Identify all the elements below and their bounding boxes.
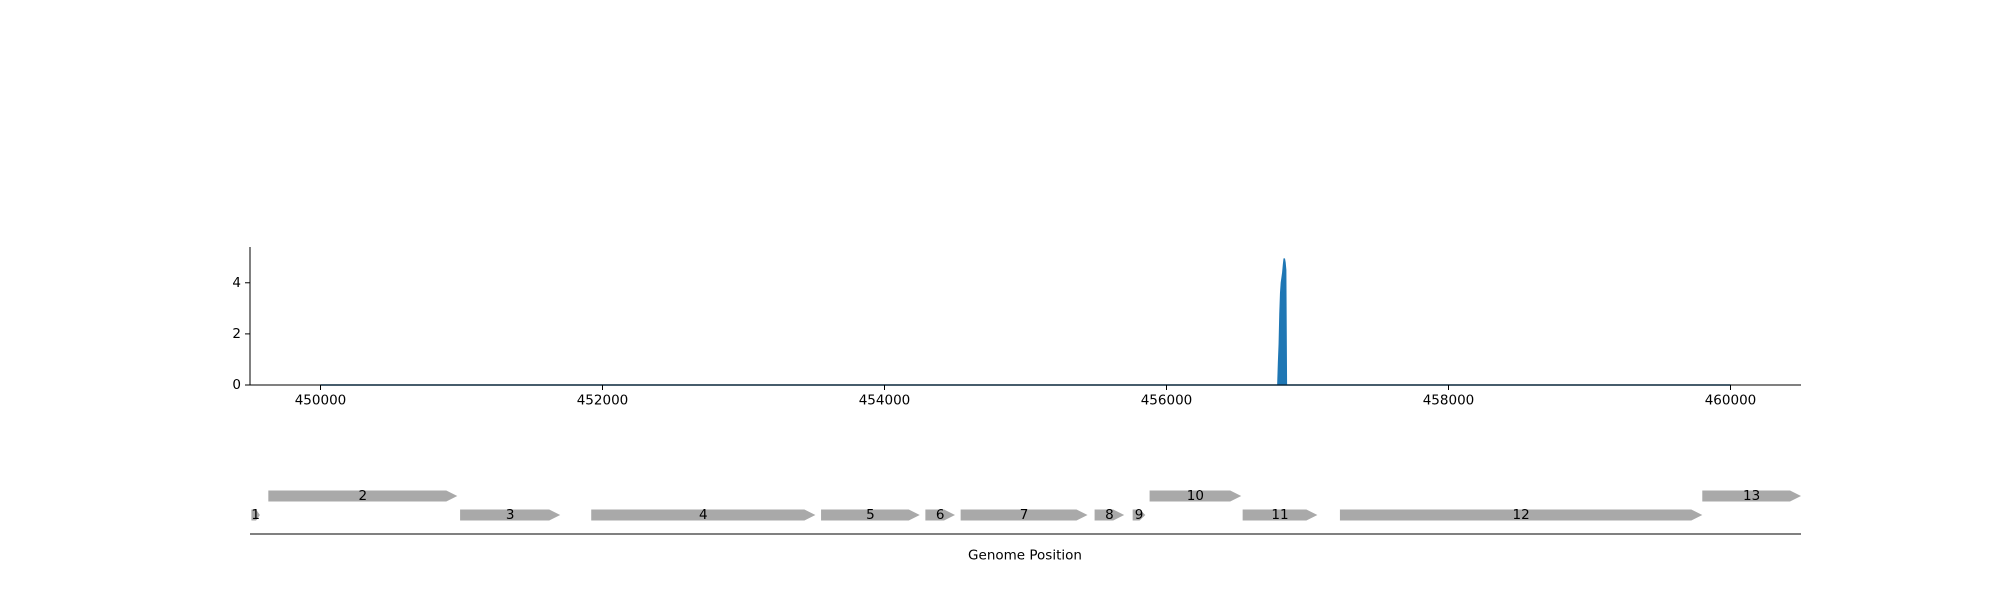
gene-label: 3 — [506, 507, 515, 523]
x-tick-label: 458000 — [1423, 393, 1475, 409]
gene-arrow — [1339, 509, 1703, 521]
gene-arrow — [925, 509, 955, 521]
x-ticks: 450000 452000 454000 456000 458000 460000 — [295, 385, 1757, 409]
gene-label: 1 — [251, 507, 260, 523]
gene-label: 6 — [936, 507, 945, 523]
y-tick-label: 2 — [232, 326, 241, 342]
gene-arrow — [591, 509, 816, 521]
y-tick-label: 4 — [232, 275, 241, 291]
coverage-area-layer — [320, 258, 1731, 386]
gene-label: 9 — [1135, 507, 1144, 523]
gene-label: 8 — [1105, 507, 1114, 523]
x-tick-label: 450000 — [295, 393, 347, 409]
gene-arrow — [251, 509, 260, 521]
gene-label: 11 — [1271, 507, 1288, 523]
gene-label: 5 — [866, 507, 875, 523]
gene-arrow — [460, 509, 561, 521]
gene-arrow — [1702, 490, 1801, 502]
x-axis-title: Genome Position — [968, 548, 1082, 564]
x-tick-label: 456000 — [1141, 393, 1193, 409]
gene-label: 2 — [359, 488, 368, 504]
gene-arrow — [1242, 509, 1318, 521]
gene-arrow — [821, 509, 920, 521]
coverage-panel: 0 2 4 450000 452000 454000 456000 458000 460000 — [232, 247, 1801, 409]
gene-label: 12 — [1513, 507, 1530, 523]
gene-label: 4 — [699, 507, 708, 523]
gene-arrow — [1094, 509, 1125, 521]
gene-arrow — [268, 490, 458, 502]
gene-arrow — [960, 509, 1088, 521]
gene-arrow — [1132, 509, 1146, 521]
x-tick-label: 452000 — [577, 393, 629, 409]
gene-label: 13 — [1743, 488, 1760, 504]
gene-arrow — [1149, 490, 1242, 502]
gene-label: 10 — [1187, 488, 1204, 504]
x-tick-label: 454000 — [859, 393, 911, 409]
coverage-area-0 — [320, 258, 1731, 386]
y-tick-label: 0 — [232, 377, 241, 393]
y-ticks: 0 2 4 — [232, 275, 250, 393]
x-tick-label: 460000 — [1705, 393, 1757, 409]
gene-label: 7 — [1020, 507, 1029, 523]
